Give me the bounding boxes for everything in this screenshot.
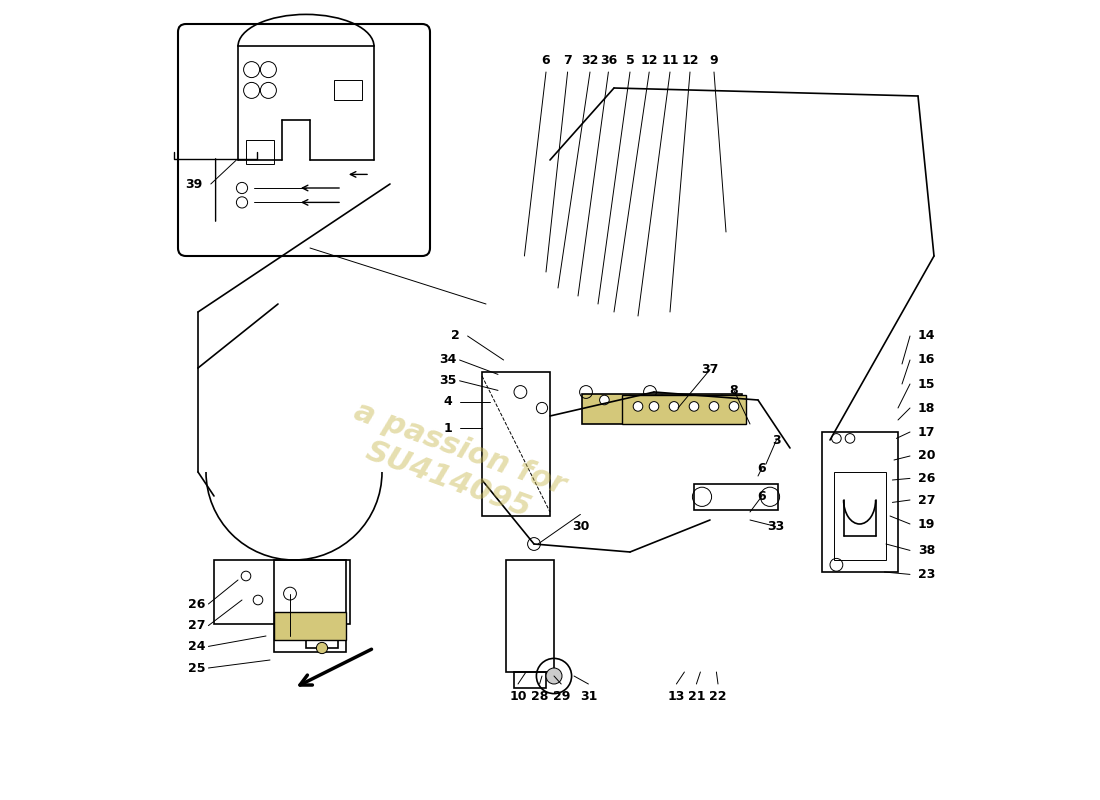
Text: 38: 38 bbox=[918, 544, 935, 557]
Text: 26: 26 bbox=[188, 598, 205, 610]
Text: 31: 31 bbox=[580, 690, 597, 702]
Text: 12: 12 bbox=[640, 54, 658, 66]
Text: 30: 30 bbox=[572, 520, 590, 533]
Circle shape bbox=[710, 402, 718, 411]
Text: 22: 22 bbox=[710, 690, 727, 702]
Circle shape bbox=[634, 402, 642, 411]
Text: 27: 27 bbox=[188, 619, 205, 632]
Text: 24: 24 bbox=[188, 640, 205, 653]
Text: 16: 16 bbox=[918, 354, 935, 366]
FancyBboxPatch shape bbox=[178, 24, 430, 256]
Circle shape bbox=[625, 395, 635, 405]
Text: 17: 17 bbox=[918, 426, 935, 438]
Bar bbox=[694, 484, 778, 510]
Bar bbox=[214, 560, 350, 624]
Text: 39: 39 bbox=[186, 178, 202, 190]
Circle shape bbox=[690, 402, 698, 411]
Text: 13: 13 bbox=[668, 690, 685, 702]
Text: 35: 35 bbox=[439, 374, 456, 387]
Text: 7: 7 bbox=[563, 54, 572, 66]
Text: 19: 19 bbox=[918, 518, 935, 530]
Text: 18: 18 bbox=[918, 402, 935, 414]
Circle shape bbox=[546, 668, 562, 684]
Text: 32: 32 bbox=[581, 54, 598, 66]
Text: 6: 6 bbox=[541, 54, 550, 66]
Circle shape bbox=[717, 395, 727, 405]
Text: 5: 5 bbox=[626, 54, 635, 66]
Text: 11: 11 bbox=[661, 54, 679, 66]
Bar bbox=[246, 140, 274, 164]
Bar bbox=[582, 394, 742, 424]
Bar bbox=[834, 472, 886, 560]
Text: 28: 28 bbox=[531, 690, 548, 702]
Text: 3: 3 bbox=[772, 434, 781, 446]
Bar bbox=[621, 395, 746, 424]
Text: 33: 33 bbox=[767, 520, 784, 533]
Text: 2: 2 bbox=[451, 330, 460, 342]
Text: 6: 6 bbox=[758, 490, 767, 502]
Text: 9: 9 bbox=[710, 54, 718, 66]
Text: 8: 8 bbox=[729, 384, 738, 397]
Bar bbox=[274, 612, 346, 640]
Text: 1: 1 bbox=[443, 422, 452, 434]
Text: 4: 4 bbox=[443, 395, 452, 408]
Bar bbox=[306, 624, 338, 648]
Text: 21: 21 bbox=[688, 690, 705, 702]
Bar bbox=[822, 432, 898, 572]
Bar bbox=[274, 560, 346, 652]
Text: 29: 29 bbox=[552, 690, 570, 702]
Text: 27: 27 bbox=[918, 494, 935, 506]
Text: a passion for
SU414095: a passion for SU414095 bbox=[339, 397, 570, 531]
Circle shape bbox=[657, 395, 667, 405]
Circle shape bbox=[649, 402, 659, 411]
Text: 23: 23 bbox=[918, 568, 935, 581]
Text: 6: 6 bbox=[758, 462, 767, 474]
Text: 36: 36 bbox=[600, 54, 617, 66]
Bar bbox=[514, 672, 546, 688]
Circle shape bbox=[729, 402, 739, 411]
Bar bbox=[506, 560, 554, 672]
Text: 34: 34 bbox=[439, 354, 456, 366]
Circle shape bbox=[690, 395, 698, 405]
Text: 10: 10 bbox=[509, 690, 527, 702]
Circle shape bbox=[600, 395, 609, 405]
Bar bbox=[482, 372, 550, 516]
Text: 26: 26 bbox=[918, 472, 935, 485]
Text: 37: 37 bbox=[702, 363, 718, 376]
Text: 20: 20 bbox=[918, 450, 935, 462]
Circle shape bbox=[669, 402, 679, 411]
Text: 25: 25 bbox=[188, 662, 205, 674]
Text: 15: 15 bbox=[918, 378, 935, 390]
Text: 14: 14 bbox=[918, 330, 935, 342]
Text: 12: 12 bbox=[681, 54, 698, 66]
Circle shape bbox=[317, 642, 328, 654]
Circle shape bbox=[729, 395, 739, 405]
Bar bbox=[334, 80, 362, 100]
